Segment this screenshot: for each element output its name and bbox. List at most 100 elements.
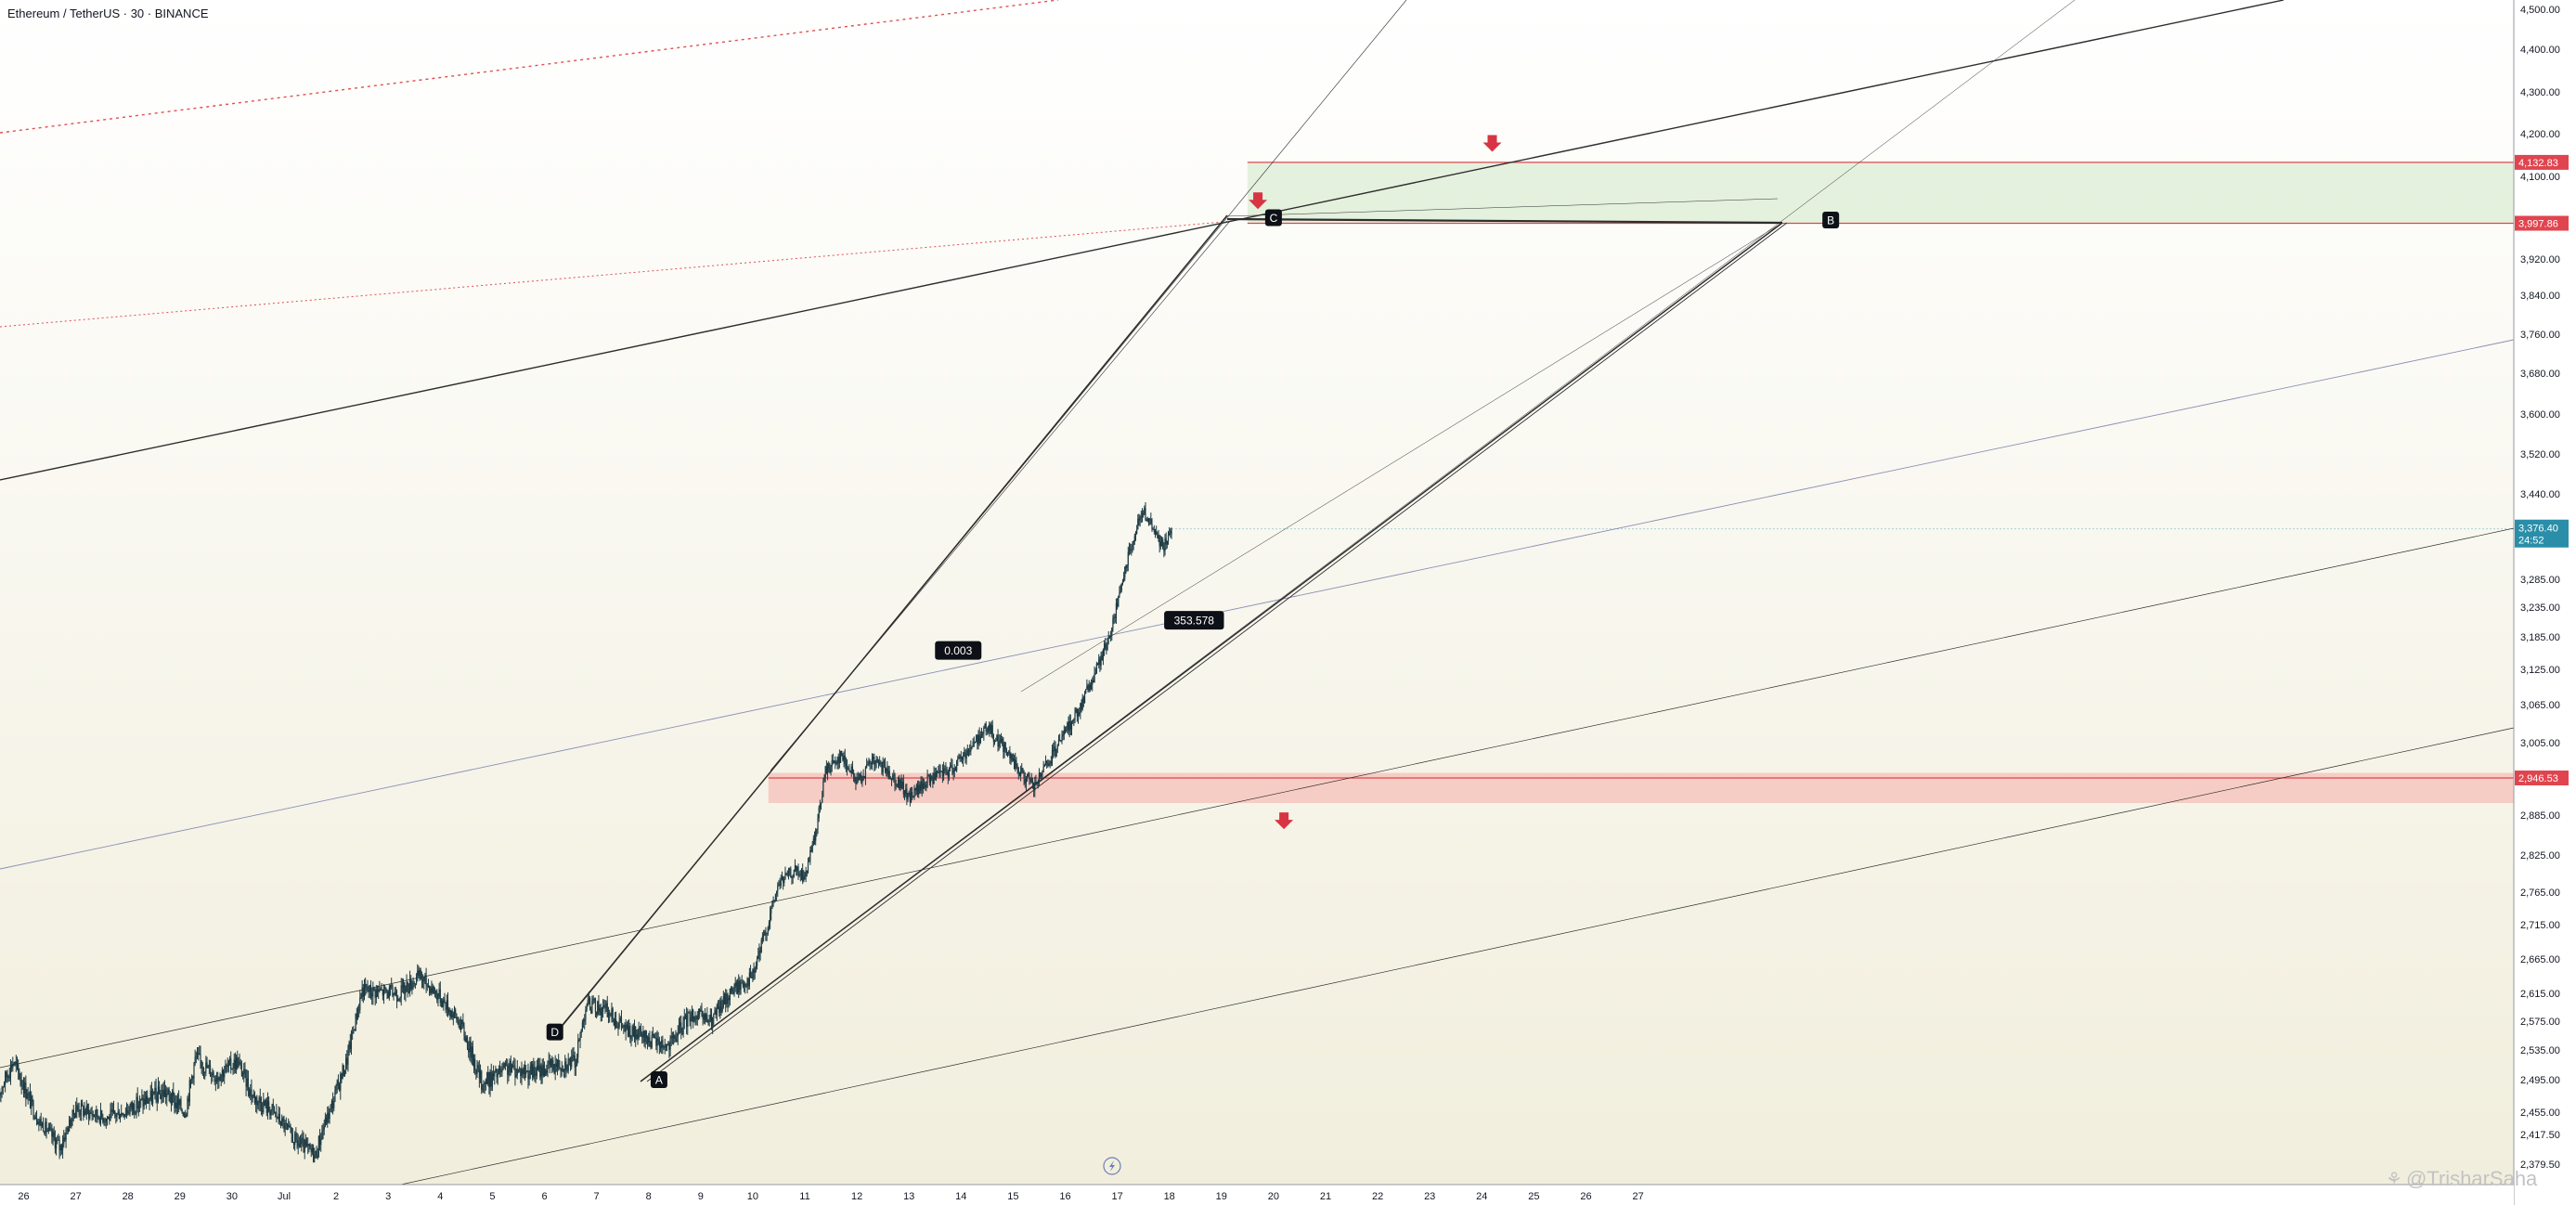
- candle-body: [198, 1053, 200, 1055]
- candle-body: [832, 759, 834, 761]
- candle-body: [738, 980, 740, 993]
- dc-channel-line[interactable]: [555, 214, 1228, 1034]
- candle-body: [836, 763, 838, 765]
- candle-body: [869, 761, 871, 763]
- candle-body: [270, 1110, 272, 1116]
- candle-body: [874, 762, 876, 765]
- candle-body: [352, 1032, 354, 1034]
- candle-body: [324, 1117, 327, 1127]
- candle-body: [708, 1020, 710, 1022]
- cb-base-line[interactable]: [1226, 217, 1783, 225]
- candle-body: [789, 868, 791, 871]
- candle-body: [1092, 680, 1094, 685]
- candle-body: [844, 755, 846, 764]
- candle-body: [1143, 512, 1145, 515]
- candle-body: [899, 779, 900, 789]
- candle-body: [946, 771, 948, 773]
- candle-body: [725, 993, 727, 1004]
- candle-body: [535, 1073, 537, 1076]
- candle-body: [379, 989, 381, 992]
- candle-body: [631, 1026, 633, 1036]
- candle-body: [819, 804, 821, 809]
- candle-body: [1133, 536, 1135, 542]
- candle-body: [458, 1020, 460, 1027]
- event-marker-icon[interactable]: [1103, 1157, 1121, 1175]
- candle-body: [543, 1064, 546, 1076]
- lightning-icon: [1108, 1160, 1115, 1172]
- candle-body: [992, 733, 994, 742]
- candle-body: [958, 758, 960, 759]
- candle-body: [1100, 655, 1102, 666]
- price-tick-label: 3,920.00: [2520, 254, 2560, 266]
- candle-body: [965, 755, 967, 759]
- candle-body: [329, 1108, 330, 1120]
- candle-body: [91, 1113, 93, 1117]
- candle-body: [651, 1035, 653, 1048]
- candle-body: [825, 766, 827, 774]
- price-tick-label: 2,495.00: [2520, 1075, 2560, 1086]
- ab-channel-line[interactable]: [640, 222, 1783, 1082]
- main-trend-line[interactable]: [0, 0, 2285, 481]
- measure-annotation[interactable]: 0.003: [935, 641, 982, 660]
- pattern-point-a[interactable]: A: [650, 1071, 667, 1088]
- candle-body: [388, 987, 390, 998]
- level-price-label[interactable]: 2,946.53: [2515, 771, 2569, 786]
- supply-zone[interactable]: [1247, 162, 2514, 224]
- candle-body: [890, 779, 893, 781]
- measure-annotation[interactable]: 353.578: [1164, 611, 1224, 630]
- candle-body: [635, 1026, 637, 1039]
- candle-body: [858, 776, 861, 781]
- candle-body: [1147, 518, 1150, 520]
- red-dotted-channel-top[interactable]: [0, 0, 1059, 134]
- dc-fib-line-1[interactable]: [554, 0, 1407, 1034]
- level-price-label[interactable]: 4,132.83: [2515, 154, 2569, 170]
- candle-body: [828, 763, 830, 770]
- ab-fib-line[interactable]: [1020, 222, 1783, 693]
- candle-body: [367, 987, 369, 991]
- candle-body: [222, 1069, 225, 1078]
- level-price-label[interactable]: 3,997.86: [2515, 215, 2569, 231]
- candle-body: [341, 1073, 343, 1080]
- candle-body: [984, 723, 986, 728]
- candle-body: [760, 939, 762, 953]
- candle-body: [765, 931, 767, 934]
- candle-body: [55, 1140, 58, 1149]
- candle-body: [886, 768, 887, 772]
- candle-body: [1119, 592, 1120, 597]
- ab-extension-line[interactable]: [640, 0, 2076, 1082]
- candle-body: [315, 1150, 317, 1155]
- lower-channel-line-2[interactable]: [305, 727, 2515, 1205]
- ab-channel-line-inner[interactable]: [646, 222, 1788, 1082]
- candle-body: [350, 1032, 353, 1049]
- time-axis[interactable]: 26 27 28 29 30 Jul 2 3 4 5 6 7 8 9 10 11 12 13 14 15 16 17 18 1…: [0, 1184, 2514, 1205]
- candle-body: [61, 1144, 64, 1150]
- dc-fib-line-2[interactable]: [770, 220, 1231, 771]
- candle-body: [53, 1132, 55, 1138]
- price-axis[interactable]: 2,379.50 2,417.50 2,455.00 2,495.00 2,535.00…: [2513, 0, 2576, 1205]
- pattern-point-c[interactable]: C: [1264, 209, 1282, 227]
- candle-body: [180, 1099, 182, 1110]
- symbol-title[interactable]: Ethereum / TetherUS · 30 · BINANCE: [7, 6, 209, 20]
- candle-body: [547, 1060, 549, 1073]
- candle-body: [662, 1040, 664, 1047]
- candle-body: [206, 1062, 208, 1069]
- candle-body: [896, 784, 898, 786]
- candle-body: [231, 1069, 233, 1070]
- candle-body: [312, 1147, 315, 1163]
- pattern-point-b[interactable]: B: [1822, 211, 1840, 228]
- blue-parallel-line[interactable]: [0, 339, 2515, 870]
- candle-body: [594, 999, 597, 1013]
- candle-body: [839, 750, 842, 763]
- candle-body: [361, 987, 363, 998]
- candle-body: [292, 1142, 295, 1146]
- candle-body: [1070, 721, 1073, 730]
- candle-body: [1140, 516, 1142, 518]
- cb-upper-line[interactable]: [1224, 198, 1779, 217]
- candle-body: [398, 999, 400, 1001]
- pattern-point-d[interactable]: D: [546, 1023, 563, 1041]
- candle-body: [382, 989, 383, 996]
- candle-body: [574, 1055, 576, 1068]
- candle-body: [308, 1144, 310, 1147]
